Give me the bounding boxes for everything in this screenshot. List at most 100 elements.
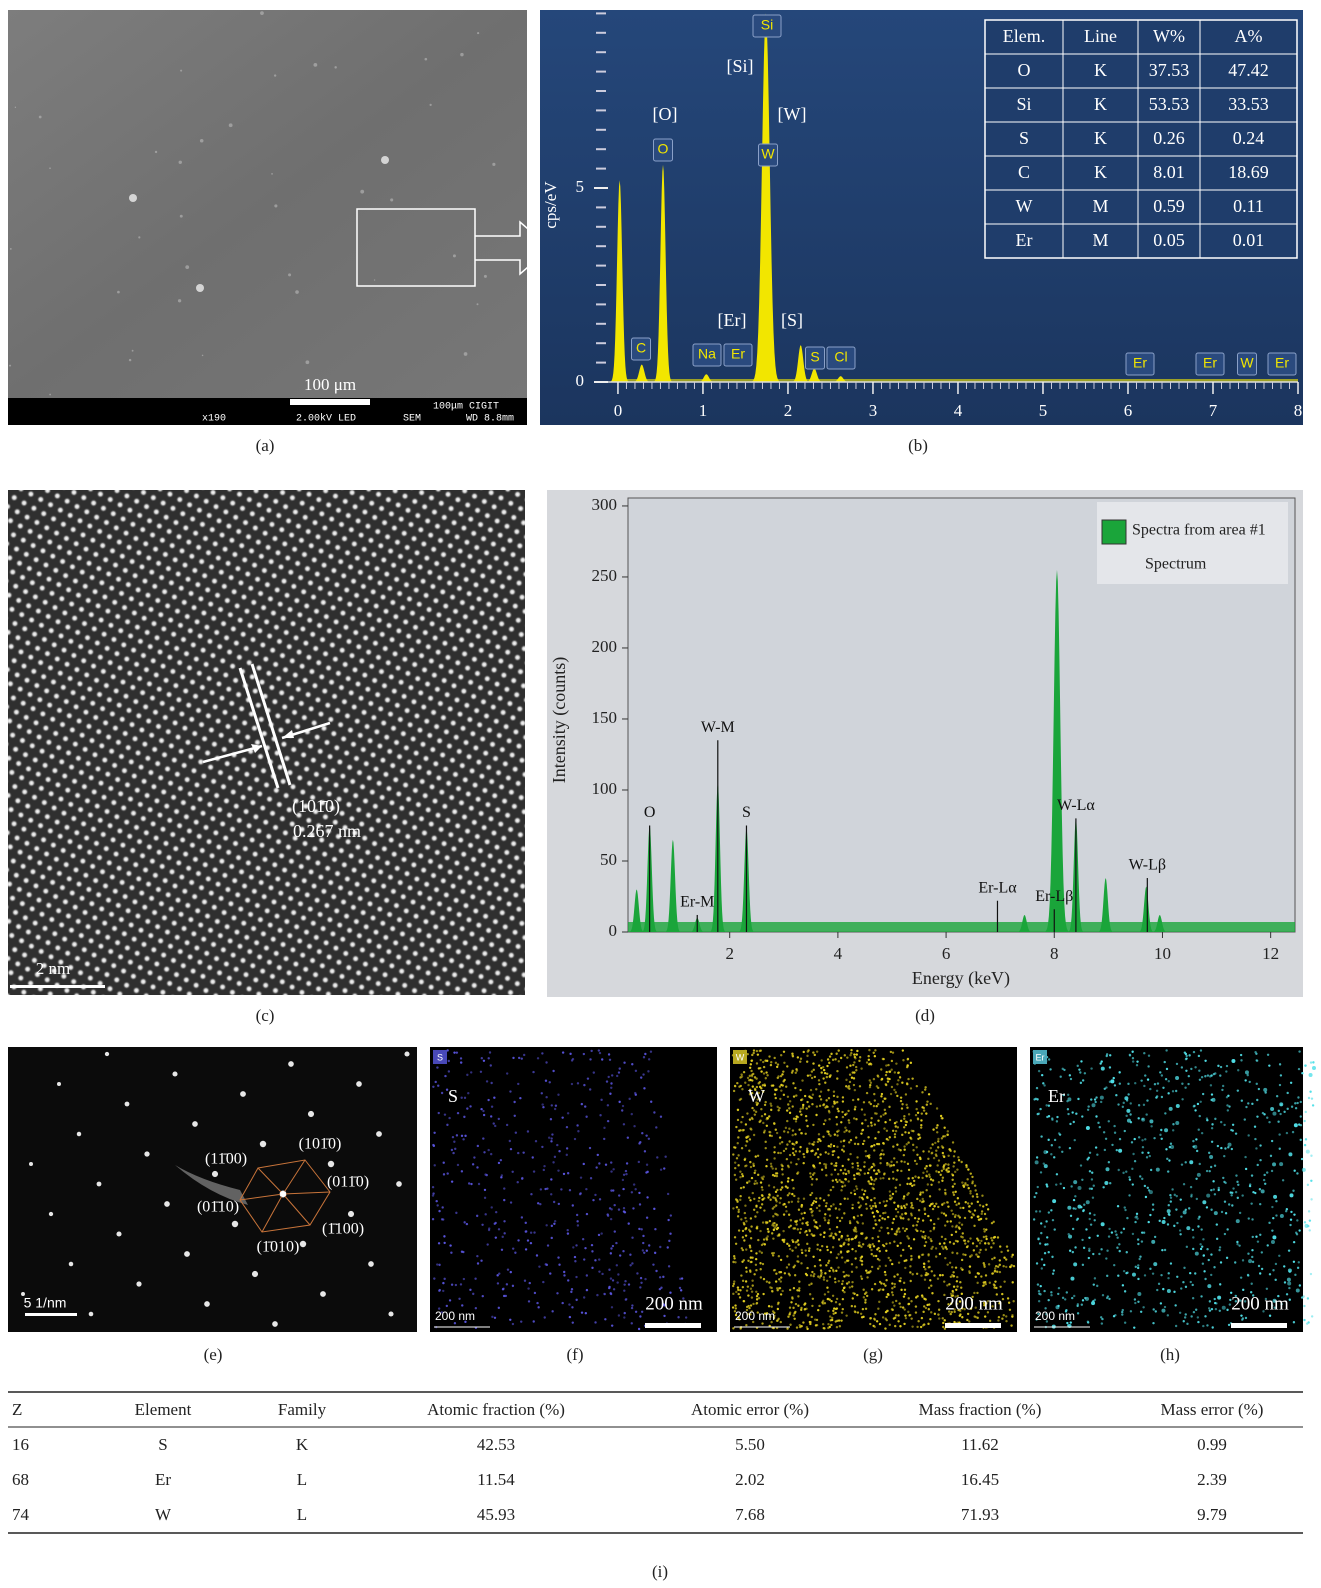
map-dot bbox=[521, 1177, 523, 1179]
map-dot bbox=[1083, 1209, 1085, 1211]
map-dot bbox=[1119, 1138, 1121, 1140]
map-dot bbox=[929, 1318, 931, 1320]
map-dot bbox=[463, 1116, 465, 1118]
map-dot bbox=[574, 1138, 576, 1140]
map-dot bbox=[1276, 1095, 1278, 1097]
table-header: Element bbox=[135, 1400, 192, 1419]
map-dot bbox=[1236, 1241, 1238, 1243]
map-dot bbox=[1261, 1268, 1263, 1270]
map-dot bbox=[931, 1152, 933, 1154]
map-dot bbox=[438, 1264, 440, 1266]
map-dot bbox=[1133, 1326, 1135, 1328]
map-dot bbox=[961, 1259, 963, 1261]
map-dot bbox=[767, 1231, 769, 1233]
map-dot bbox=[815, 1324, 817, 1326]
map-dot bbox=[883, 1245, 885, 1247]
map-dot bbox=[1273, 1195, 1277, 1199]
map-dot bbox=[794, 1133, 796, 1135]
map-dot bbox=[962, 1232, 964, 1234]
map-dot bbox=[1126, 1251, 1128, 1253]
map-dot bbox=[1176, 1104, 1180, 1108]
map-dot bbox=[738, 1130, 740, 1132]
map-dot bbox=[605, 1164, 607, 1166]
map-dot bbox=[1254, 1138, 1256, 1140]
map-dot bbox=[893, 1157, 895, 1159]
map-dot bbox=[510, 1271, 512, 1273]
map-dot bbox=[547, 1244, 549, 1246]
map-dot bbox=[1083, 1247, 1085, 1249]
map-dot bbox=[833, 1145, 835, 1147]
map-dot bbox=[1069, 1123, 1071, 1125]
map-dot bbox=[854, 1257, 856, 1259]
map-dot bbox=[814, 1225, 816, 1227]
map-dot bbox=[1118, 1169, 1120, 1171]
map-dot bbox=[1199, 1243, 1201, 1245]
map-dot bbox=[1140, 1311, 1142, 1313]
map-dot bbox=[598, 1258, 600, 1260]
map-dot bbox=[1070, 1215, 1072, 1217]
map-dot bbox=[777, 1234, 779, 1236]
map-dot bbox=[737, 1154, 739, 1156]
map-dot bbox=[756, 1182, 758, 1184]
map-dot bbox=[1130, 1102, 1132, 1104]
map-dot bbox=[1048, 1251, 1050, 1253]
map-dot bbox=[598, 1162, 600, 1164]
map-dot bbox=[567, 1279, 569, 1281]
map-dot bbox=[843, 1212, 845, 1214]
map-dot bbox=[755, 1205, 757, 1207]
map-dot bbox=[1160, 1129, 1162, 1131]
map-dot bbox=[854, 1106, 856, 1108]
map-dot bbox=[941, 1212, 943, 1214]
map-dot bbox=[812, 1062, 814, 1064]
map-dot bbox=[463, 1221, 465, 1223]
map-dot bbox=[1244, 1079, 1246, 1081]
map-dot bbox=[885, 1083, 887, 1085]
map-dot bbox=[1185, 1058, 1187, 1060]
map-dot bbox=[450, 1252, 452, 1254]
map-dot bbox=[1084, 1297, 1086, 1299]
map-dot bbox=[1227, 1146, 1229, 1148]
map-dot bbox=[577, 1224, 579, 1226]
map-dot bbox=[793, 1287, 795, 1289]
map-dot bbox=[858, 1206, 860, 1208]
map-dot bbox=[786, 1158, 788, 1160]
map-dot bbox=[893, 1201, 895, 1203]
map-dot bbox=[1156, 1095, 1158, 1097]
map-dot bbox=[899, 1242, 901, 1244]
map-dot bbox=[751, 1107, 753, 1109]
scale-label: 100 μm bbox=[304, 375, 356, 394]
badge-label: W bbox=[736, 1052, 745, 1062]
map-dot bbox=[481, 1224, 483, 1226]
map-dot bbox=[635, 1094, 637, 1096]
map-dot bbox=[938, 1188, 940, 1190]
diffraction-spot bbox=[105, 1052, 109, 1056]
map-dot bbox=[503, 1187, 505, 1189]
map-dot bbox=[879, 1215, 881, 1217]
map-dot bbox=[1152, 1322, 1154, 1324]
map-dot bbox=[733, 1257, 735, 1259]
map-dot bbox=[840, 1169, 842, 1171]
map-dot bbox=[902, 1249, 904, 1251]
map-dot bbox=[977, 1215, 979, 1217]
map-dot bbox=[916, 1326, 918, 1328]
map-dot bbox=[1215, 1302, 1217, 1304]
map-dot bbox=[1197, 1225, 1199, 1227]
map-dot bbox=[863, 1165, 865, 1167]
map-dot bbox=[906, 1203, 908, 1205]
map-dot bbox=[444, 1113, 446, 1115]
map-dot bbox=[610, 1277, 612, 1279]
diffraction-spot bbox=[308, 1111, 314, 1117]
map-dot bbox=[859, 1085, 861, 1087]
map-dot bbox=[1311, 1315, 1313, 1317]
map-dot bbox=[1217, 1145, 1219, 1147]
map-dot bbox=[740, 1187, 742, 1189]
map-dot bbox=[1056, 1120, 1058, 1122]
map-dot bbox=[886, 1130, 888, 1132]
map-dot bbox=[865, 1203, 867, 1205]
table-cell: 11.62 bbox=[961, 1435, 999, 1454]
map-dot bbox=[985, 1235, 987, 1237]
map-dot bbox=[1167, 1277, 1169, 1279]
map-dot bbox=[553, 1223, 555, 1225]
map-dot bbox=[1244, 1156, 1246, 1158]
map-dot bbox=[610, 1082, 612, 1084]
